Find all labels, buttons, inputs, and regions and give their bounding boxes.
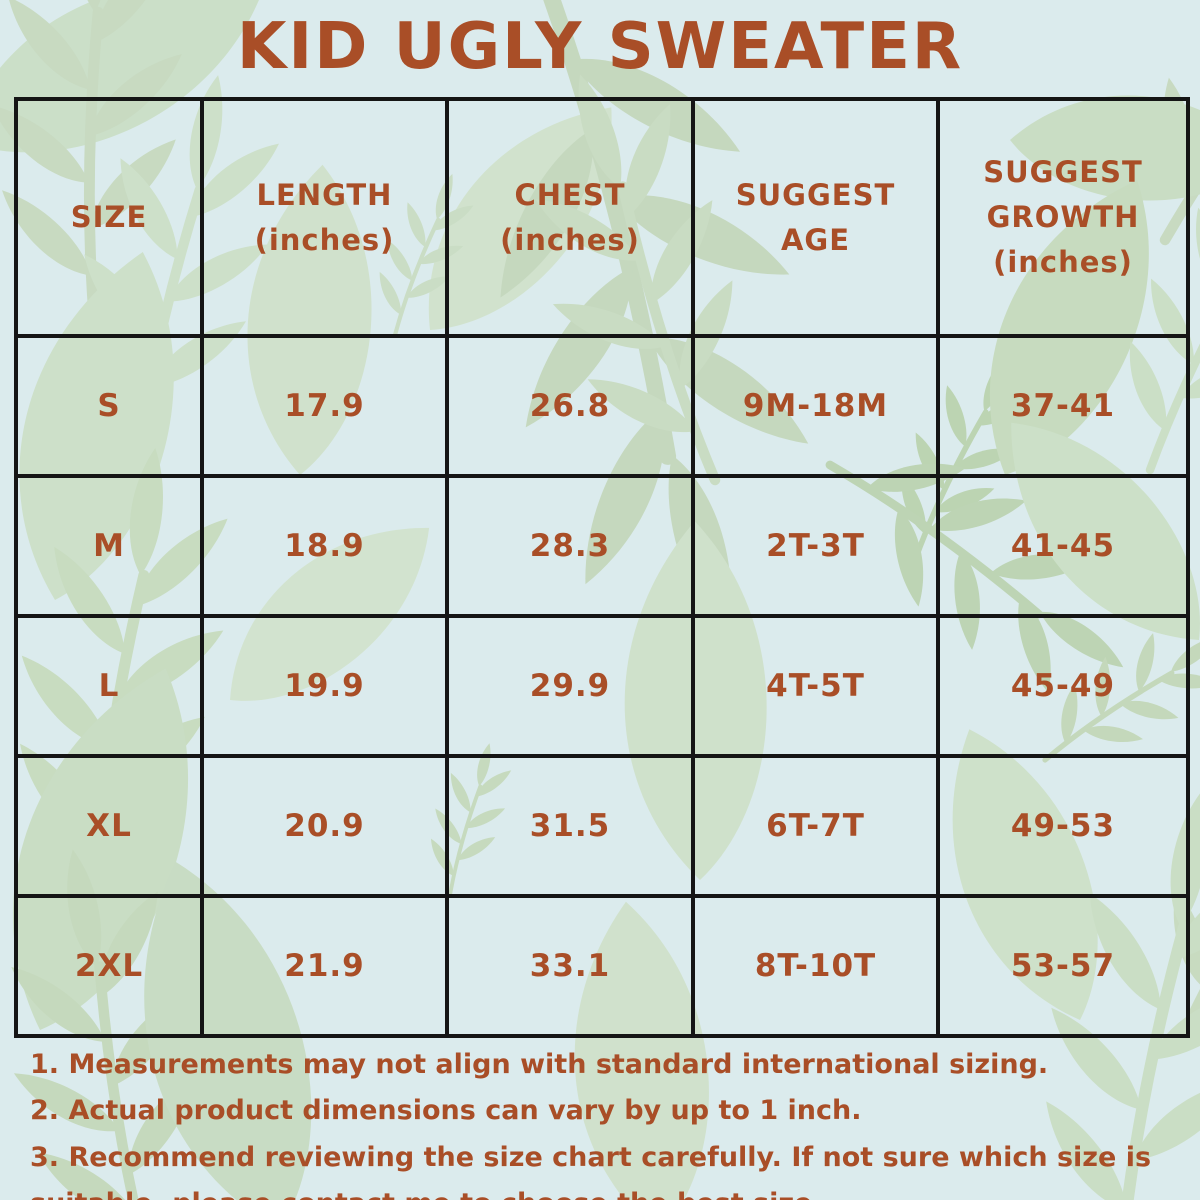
table-cell: 33.1 <box>445 894 695 1038</box>
table-cell: 41-45 <box>936 474 1190 618</box>
table-cell: 53-57 <box>936 894 1190 1038</box>
table-cell: 28.3 <box>445 474 695 618</box>
table-row-2xl: 2XL 21.9 33.1 8T-10T 53-57 <box>14 894 1190 1038</box>
table-cell: 45-49 <box>936 614 1190 758</box>
table-header-row: SIZE LENGTH (inches) CHEST (inches) SUGG… <box>14 97 1190 338</box>
table-cell: 8T-10T <box>691 894 940 1038</box>
table-cell: 2T-3T <box>691 474 940 618</box>
table-cell: 20.9 <box>200 754 449 898</box>
table-cell: 9M-18M <box>691 334 940 478</box>
note-line-1: 1. Measurements may not align with stand… <box>30 1049 1049 1080</box>
size-chart-table: SIZE LENGTH (inches) CHEST (inches) SUGG… <box>14 97 1190 1038</box>
table-cell: 49-53 <box>936 754 1190 898</box>
header-suggest-growth: SUGGEST GROWTH (inches) <box>936 97 1190 338</box>
table-cell: 29.9 <box>445 614 695 758</box>
table-row-xl: XL 20.9 31.5 6T-7T 49-53 <box>14 754 1190 898</box>
header-length: LENGTH (inches) <box>200 97 449 338</box>
note-line-2: 2. Actual product dimensions can vary by… <box>30 1095 862 1127</box>
header-suggest-age: SUGGEST AGE <box>691 97 940 338</box>
table-row-s: S 17.9 26.8 9M-18M 37-41 <box>14 334 1190 478</box>
header-size: SIZE <box>14 97 204 338</box>
table-cell: 6T-7T <box>691 754 940 898</box>
table-cell: 18.9 <box>200 474 449 618</box>
footnotes: 1. Measurements may not align with stand… <box>30 1042 1155 1200</box>
table-row-m: M 18.9 28.3 2T-3T 41-45 <box>14 474 1190 618</box>
table-cell: 21.9 <box>200 894 449 1038</box>
table-cell: 37-41 <box>936 334 1190 478</box>
table-cell: S <box>14 334 204 478</box>
table-cell: 26.8 <box>445 334 695 478</box>
table-cell: 31.5 <box>445 754 695 898</box>
table-cell: 17.9 <box>200 334 449 478</box>
note-line-3: 3. Recommend reviewing the size chart ca… <box>30 1141 1152 1200</box>
table-cell: 19.9 <box>200 614 449 758</box>
page-title: KID UGLY SWEATER <box>236 10 964 84</box>
header-chest: CHEST (inches) <box>445 97 695 338</box>
table-cell: 2XL <box>14 894 204 1038</box>
table-cell: XL <box>14 754 204 898</box>
table-cell: M <box>14 474 204 618</box>
table-row-l: L 19.9 29.9 4T-5T 45-49 <box>14 614 1190 758</box>
table-cell: L <box>14 614 204 758</box>
table-cell: 4T-5T <box>691 614 940 758</box>
